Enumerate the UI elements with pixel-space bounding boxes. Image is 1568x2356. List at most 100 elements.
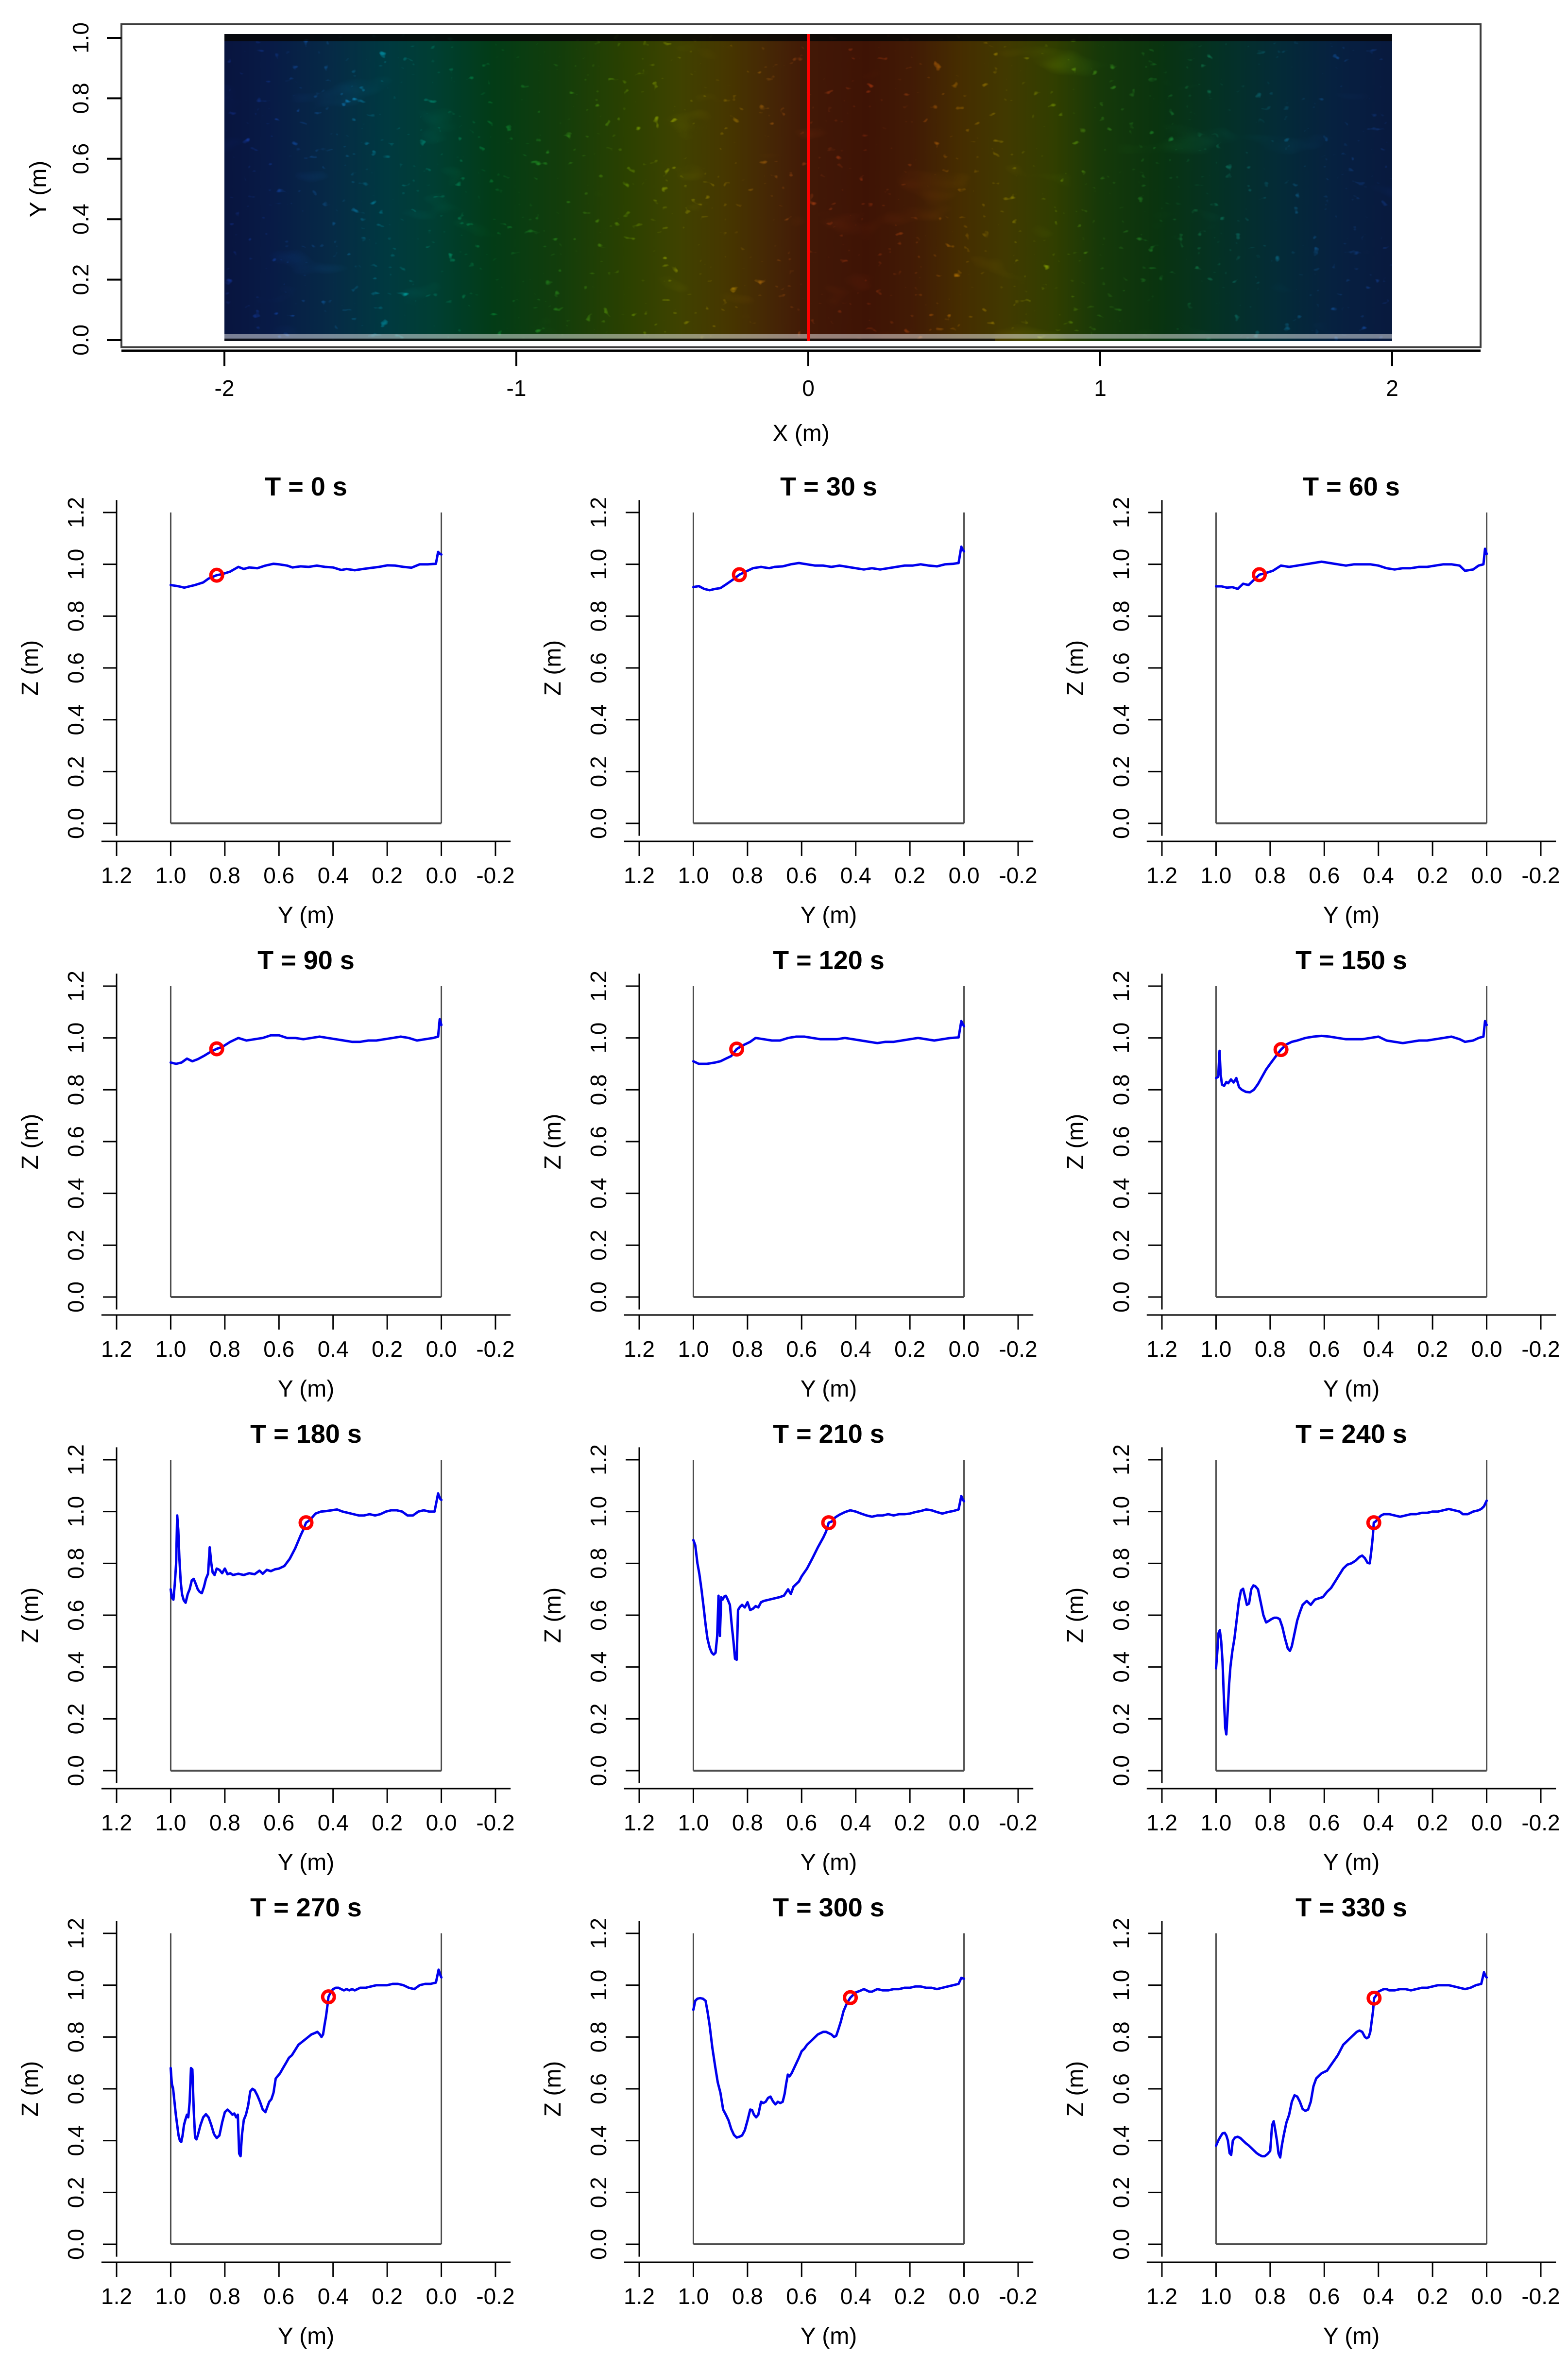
x-tick-label: -2: [215, 376, 235, 401]
x-tick-label: 0.6: [786, 2284, 817, 2309]
y-tick-label: 0.6: [1108, 1600, 1134, 1631]
y-tick-label: 0.6: [63, 1600, 88, 1631]
y-tick-label: 0.8: [63, 600, 88, 632]
y-tick-label: 0.6: [63, 2073, 88, 2104]
x-tick-label: 1.2: [1146, 1336, 1177, 1362]
bed-profile-line: [1214, 547, 1488, 590]
y-tick-label: 0.0: [1108, 2229, 1134, 2260]
panel-border: [120, 23, 1482, 348]
x-tick-label: 0.8: [1255, 2284, 1286, 2309]
x-tick-label: 1.0: [1200, 1336, 1231, 1362]
y-tick-label: 0.2: [68, 264, 93, 295]
y-tick-label: 0.4: [586, 1178, 611, 1209]
x-tick-label: 1: [1094, 376, 1107, 401]
y-tick-label: 0.4: [1108, 1652, 1134, 1683]
x-tick-label: 0.6: [786, 1810, 817, 1835]
x-tick-label: 0.2: [1417, 2284, 1448, 2309]
subplot-t-30-s: T = 30 s 0.0 0.2 0.4 0.6 0.8 1.0 1.2 Z (m) 1.2 1.0…: [540, 472, 1038, 928]
y-axis-title: Z (m): [17, 640, 43, 696]
x-tick-label: 1.2: [101, 2284, 132, 2309]
y-axis-title: Z (m): [1063, 2061, 1089, 2117]
y-tick-label: 1.0: [586, 1970, 611, 2001]
subplot-title: T = 0 s: [265, 472, 347, 501]
x-tick-label: 0.8: [209, 2284, 240, 2309]
y-axis-title: Z (m): [540, 1114, 566, 1170]
y-axis-title: Z (m): [1063, 640, 1089, 696]
x-axis-title: X (m): [772, 421, 829, 446]
bed-profile-line: [169, 1492, 443, 1604]
y-axis-title: Z (m): [17, 1588, 43, 1643]
x-tick-label: 1.2: [624, 2284, 655, 2309]
subplot-t-90-s: T = 90 s 0.0 0.2 0.4 0.6 0.8 1.0 1.2 Z (m) 1.2 1.0…: [17, 946, 515, 1402]
y-tick-label: 0.6: [586, 1600, 611, 1631]
x-tick-label: 0.8: [209, 1810, 240, 1835]
x-tick-label: 0.4: [318, 2284, 349, 2309]
x-tick-label: 1.2: [1146, 2284, 1177, 2309]
x-tick-label: 0.8: [1255, 863, 1286, 888]
y-tick-label: 0.8: [586, 1074, 611, 1105]
y-tick-label: 0.0: [68, 324, 93, 356]
y-tick-label: 1.0: [586, 1023, 611, 1054]
x-tick-label: 1.0: [678, 1810, 709, 1835]
x-tick-label: 1.0: [678, 2284, 709, 2309]
y-tick-label: 0.2: [63, 1703, 88, 1734]
y-tick-label: 1.2: [63, 971, 88, 1002]
x-tick-label: 0.4: [1363, 1336, 1394, 1362]
y-tick-label: 1.2: [63, 1444, 88, 1475]
x-tick-label: 1.2: [624, 1336, 655, 1362]
subplot-t-180-s: T = 180 s 0.0 0.2 0.4 0.6 0.8 1.0 1.2 Z (m) 1.2 1.…: [17, 1419, 515, 1876]
y-axis-title: Z (m): [540, 2061, 566, 2117]
edge-marker: [209, 567, 224, 583]
subplot-t-210-s: T = 210 s 0.0 0.2 0.4 0.6 0.8 1.0 1.2 Z (m) 1.2 1.…: [540, 1419, 1038, 1876]
y-tick-label: 0.8: [63, 2021, 88, 2052]
y-tick-label: 0.2: [1108, 1229, 1134, 1261]
x-tick-label: 0.6: [786, 863, 817, 888]
edge-marker: [1273, 1042, 1289, 1058]
y-tick-label: 0.2: [1108, 756, 1134, 787]
y-tick-label: 0.0: [586, 1281, 611, 1313]
y-tick-label: 0.8: [63, 1074, 88, 1105]
x-tick-label: 0.2: [372, 2284, 403, 2309]
subplot-title: T = 60 s: [1303, 472, 1400, 501]
bed-profile-line: [692, 1977, 966, 2139]
x-tick-label: 1.2: [624, 863, 655, 888]
edge-marker: [1366, 1990, 1382, 2006]
y-tick-label: 1.2: [586, 497, 611, 528]
y-tick-label: 1.0: [63, 1970, 88, 2001]
y-tick-label: 0.8: [63, 1548, 88, 1579]
y-tick-label: 0.2: [586, 1703, 611, 1734]
x-axis-title: Y (m): [801, 1850, 857, 1876]
x-tick-label: 0.4: [840, 1336, 871, 1362]
y-tick-label: 0.0: [63, 1755, 88, 1786]
y-tick-label: 0.2: [63, 756, 88, 787]
x-axis-title: Y (m): [1323, 2323, 1380, 2349]
y-tick-label: 0.0: [1108, 808, 1134, 839]
x-tick-label: 1.2: [101, 1810, 132, 1835]
y-tick-label: 0.6: [1108, 652, 1134, 683]
y-tick-label: 0.0: [1108, 1281, 1134, 1313]
y-tick-label: 0.0: [586, 808, 611, 839]
y-tick-label: 1.2: [1108, 497, 1134, 528]
y-axis-title: Y (m): [26, 161, 51, 217]
y-tick-label: 1.0: [1108, 1496, 1134, 1527]
dem-panel: 1.0 0.8 0.6 0.4 0.2 0.0 Y (m) -2 -1 0 1 2 X (m): [26, 22, 1482, 446]
x-tick-label: 0.6: [263, 2284, 294, 2309]
subplot-title: T = 120 s: [773, 946, 885, 975]
x-tick-label: 0.6: [263, 1336, 294, 1362]
subplot-t-0-s: T = 0 s 0.0 0.2 0.4 0.6 0.8 1.0 1.2 Z (m) 1.2 1.0 0…: [17, 472, 515, 928]
y-tick-label: 0.2: [586, 756, 611, 787]
x-tick-label: -0.2: [1521, 1810, 1560, 1835]
y-tick-label: 0.4: [586, 1652, 611, 1683]
x-tick-label: 0.6: [1309, 2284, 1340, 2309]
y-tick-label: 0.0: [63, 1281, 88, 1313]
x-tick-label: 1.0: [155, 863, 186, 888]
x-tick-label: 1.2: [1146, 863, 1177, 888]
subplot-title: T = 150 s: [1295, 946, 1407, 975]
x-tick-label: 0.2: [372, 1336, 403, 1362]
edge-marker: [843, 1990, 858, 2005]
edge-marker: [732, 567, 747, 582]
x-axis-title: Y (m): [278, 2323, 334, 2349]
y-tick-label: 0.8: [1108, 1548, 1134, 1579]
x-tick-label: -0.2: [999, 1810, 1037, 1835]
